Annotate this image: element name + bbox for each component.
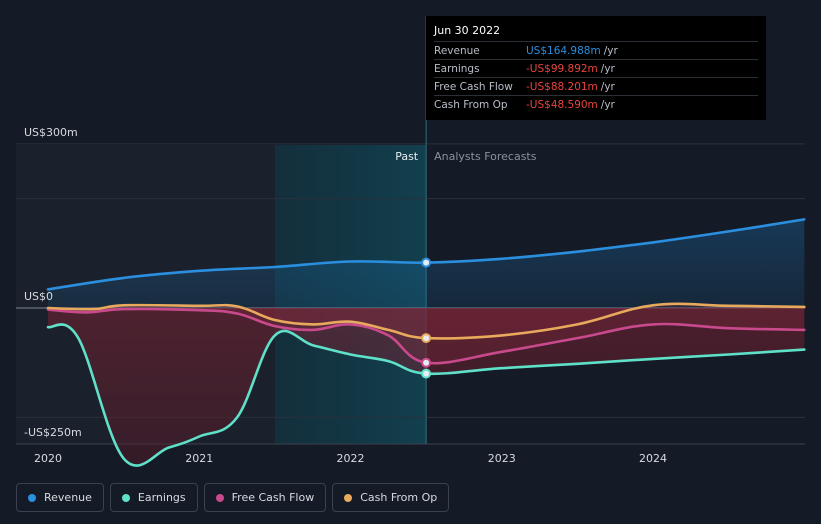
tooltip-value: US$164.988m <box>526 44 601 57</box>
tooltip-row-cash-from-op: Cash From Op -US$48.590m /yr <box>434 95 758 113</box>
revenue-dot-icon <box>28 493 36 502</box>
x-tick-label: 2023 <box>488 452 516 465</box>
tooltip-date: Jun 30 2022 <box>434 24 501 37</box>
forecast-label: Analysts Forecasts <box>434 150 537 163</box>
x-tick-label: 2024 <box>639 452 667 465</box>
tooltip-label: Earnings <box>434 62 480 75</box>
tooltip-unit: /yr <box>603 44 618 57</box>
tooltip-label: Free Cash Flow <box>434 80 513 93</box>
tooltip-unit: /yr <box>600 62 615 75</box>
cash-from-op-area <box>48 303 805 339</box>
cash-from-op-line <box>46 302 806 340</box>
tooltip-row-free-cash-flow: Free Cash Flow -US$88.201m /yr <box>434 77 758 95</box>
tooltip-row-earnings: Earnings -US$99.892m /yr <box>434 59 758 77</box>
cash-from-op-dot-icon <box>344 493 353 502</box>
legend-label: Revenue <box>44 491 92 504</box>
earnings-area <box>48 308 805 466</box>
chart-area: US$300m US$0 -US$250m 2020 2021 2022 2023 2024 P… <box>16 16 806 467</box>
legend-item-cash-from-op[interactable]: Cash From Op <box>332 483 450 512</box>
past-label: Past <box>395 150 419 163</box>
legend-item-free-cash-flow[interactable]: Free Cash Flow <box>203 483 327 512</box>
legend-item-revenue[interactable]: Revenue <box>16 483 104 512</box>
tooltip: Jun 30 2022 Revenue US$164.988m /yr Earn… <box>426 16 766 120</box>
legend-label: Cash From Op <box>360 491 438 504</box>
tooltip-value: -US$88.201m <box>526 80 598 93</box>
tooltip-row-revenue: Revenue US$164.988m /yr <box>434 41 758 59</box>
free-cash-flow-marker <box>421 357 432 368</box>
revenue-marker <box>421 257 432 268</box>
y-tick-label: -US$250m <box>24 426 82 439</box>
free-cash-flow-line <box>46 307 806 365</box>
earnings-dot-icon <box>121 493 130 502</box>
earnings-marker <box>421 368 432 379</box>
tooltip-label: Revenue <box>434 44 480 57</box>
earnings-line <box>46 323 806 467</box>
x-tick-label: 2020 <box>34 452 62 465</box>
legend-item-earnings[interactable]: Earnings <box>109 483 198 512</box>
tooltip-value: -US$99.892m <box>526 62 598 75</box>
legend-label: Free Cash Flow <box>231 491 315 504</box>
tooltip-label: Cash From Op <box>434 98 508 111</box>
legend-label: Earnings <box>137 491 186 504</box>
tooltip-unit: /yr <box>600 80 615 93</box>
x-tick-label: 2022 <box>337 452 365 465</box>
tooltip-value: -US$48.590m <box>526 98 598 111</box>
cash-from-op-marker <box>421 333 432 344</box>
y-tick-label: US$0 <box>24 290 53 303</box>
x-tick-label: 2021 <box>185 452 213 465</box>
tooltip-unit: /yr <box>600 98 615 111</box>
y-tick-label: US$300m <box>24 126 78 139</box>
legend: Revenue Earnings Free Cash Flow Cash Fro… <box>16 483 450 512</box>
free-cash-flow-dot-icon <box>215 493 224 502</box>
